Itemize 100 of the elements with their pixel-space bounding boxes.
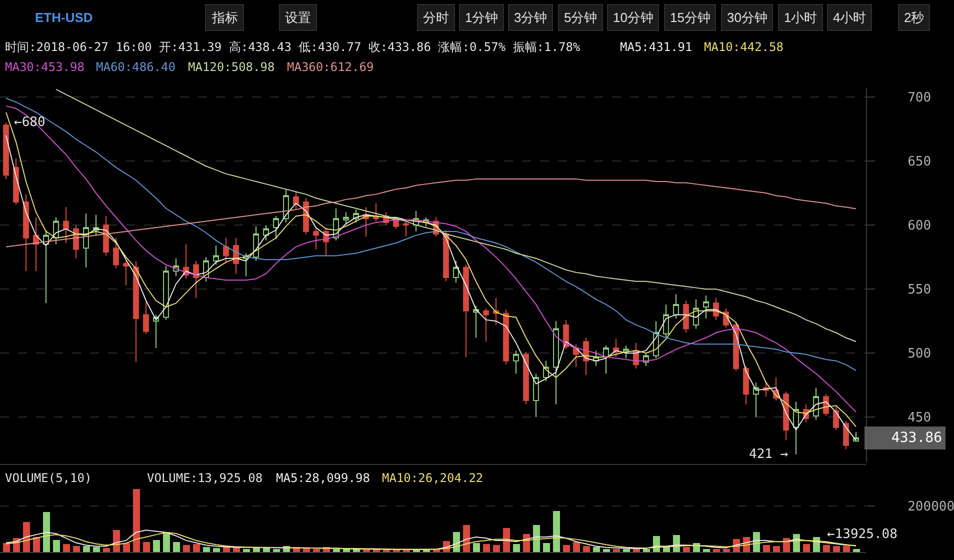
candlestick (33, 216, 39, 272)
candlestick (293, 191, 299, 210)
candlestick (313, 227, 319, 250)
text: MA60:486.40 (96, 60, 176, 74)
text: 3分钟 (514, 10, 548, 25)
bar (603, 549, 610, 552)
text: MA30:453.98 (5, 60, 84, 74)
text: 1分钟 (465, 10, 498, 25)
bar (73, 546, 80, 552)
bar (623, 549, 630, 552)
y-tick-label: 650 (908, 154, 932, 170)
bar (153, 540, 160, 552)
candlestick (483, 308, 489, 342)
bar (313, 549, 320, 552)
y-tick-label: 450 (908, 410, 932, 426)
candlestick (473, 305, 479, 338)
text: 5分钟 (564, 10, 598, 25)
candlestick (403, 220, 409, 238)
bar (273, 549, 280, 552)
bar (583, 546, 590, 552)
line-series (6, 98, 856, 372)
bar (643, 549, 650, 552)
line-series (56, 88, 856, 342)
chart-title: ETH-USD (35, 10, 93, 25)
bar (683, 547, 690, 552)
bar (713, 549, 720, 552)
text: 设置 (285, 10, 311, 25)
text: 15分钟 (670, 10, 710, 25)
text: 4小时 (833, 10, 866, 25)
text: 1小时 (784, 10, 818, 25)
bar (123, 543, 130, 552)
candlestick (833, 406, 839, 430)
bar (163, 532, 170, 552)
bar (553, 511, 560, 552)
bar (613, 549, 620, 552)
text: 10分钟 (613, 10, 654, 25)
candlestick (523, 351, 529, 405)
bar (133, 489, 140, 552)
candlestick (503, 309, 509, 366)
candlestick (703, 294, 709, 320)
bar (703, 549, 710, 552)
bar (23, 522, 30, 552)
candlestick (443, 230, 449, 282)
candlestick (303, 198, 309, 235)
candlestick (123, 260, 129, 286)
candlestick (453, 260, 459, 284)
bar (83, 546, 90, 552)
candlestick (343, 212, 349, 224)
candlestick (533, 373, 539, 418)
bar (853, 549, 860, 552)
text: MA5:431.91 (620, 40, 692, 54)
y-tick-label: 550 (908, 282, 932, 298)
bar (723, 549, 730, 552)
bar (773, 546, 780, 552)
text: MA360:612.69 (287, 60, 374, 74)
bar (243, 549, 250, 552)
candlestick (813, 387, 819, 420)
bar (533, 525, 540, 552)
annotation: VOLUME:13,925.08 (147, 471, 263, 485)
y-tick-label: 200000 (908, 499, 954, 514)
bar (173, 542, 180, 552)
text: 指标 (211, 10, 238, 25)
candlestick (553, 320, 559, 405)
candlestick (673, 294, 679, 320)
text: MA5:28,099.98 (276, 471, 370, 485)
text: 433.86 (891, 430, 942, 446)
bar (53, 540, 60, 552)
candlestick (743, 365, 749, 405)
bar (193, 544, 200, 552)
bar (63, 544, 70, 552)
bar (43, 512, 50, 552)
bar (543, 543, 550, 552)
candlestick (143, 301, 149, 334)
bar (483, 544, 490, 552)
candlestick (223, 237, 229, 263)
bar (563, 545, 570, 552)
candlestick (263, 224, 269, 241)
candlestick (793, 401, 799, 455)
text: MA10:26,204.22 (382, 471, 484, 485)
candlestick (3, 122, 9, 180)
candlestick (463, 264, 469, 358)
candlestick (23, 194, 29, 272)
y-tick-label: 700 (908, 90, 932, 106)
bar (663, 547, 670, 552)
text: 421 → (749, 447, 788, 462)
data-label: ←13925.08 (827, 527, 898, 542)
bar (203, 547, 210, 552)
bar (183, 545, 190, 552)
candlestick (273, 216, 279, 240)
bar (143, 542, 150, 552)
text: VOLUME(5,10) (5, 471, 92, 485)
candlestick (573, 344, 579, 368)
bar (493, 545, 500, 552)
text: 分时 (423, 10, 449, 25)
bar (803, 544, 810, 552)
bar (513, 544, 520, 552)
bar (93, 547, 100, 552)
bar (213, 548, 220, 552)
bar (333, 549, 340, 552)
bar (593, 547, 600, 552)
